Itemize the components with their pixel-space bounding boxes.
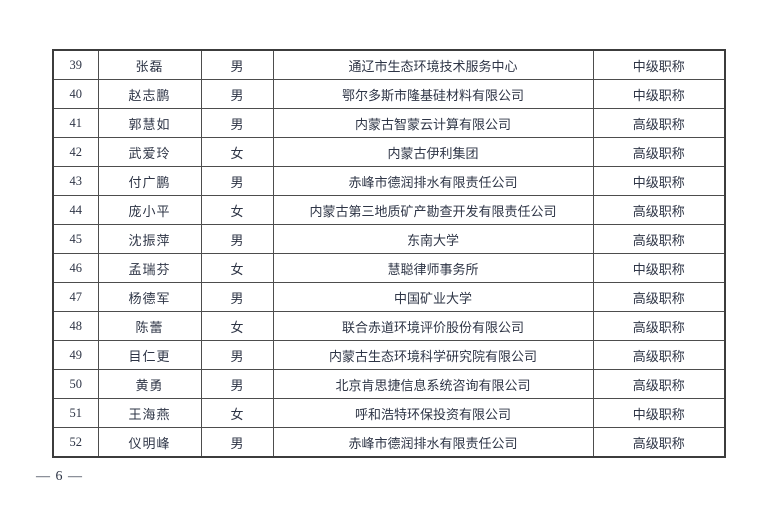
cell-title: 高级职称 bbox=[592, 427, 726, 458]
cell-no: 41 bbox=[52, 108, 99, 138]
cell-gender: 女 bbox=[200, 137, 274, 167]
cell-no: 42 bbox=[52, 137, 99, 167]
cell-name: 郭慧如 bbox=[97, 108, 202, 138]
cell-title: 高级职称 bbox=[592, 282, 726, 312]
table-row: 42 武爱玲女内蒙古伊利集团 高级职称 bbox=[52, 137, 726, 167]
cell-name: 武爱玲 bbox=[97, 137, 202, 167]
cell-gender: 男 bbox=[200, 427, 274, 458]
cell-gender: 男 bbox=[200, 340, 274, 370]
cell-no: 46 bbox=[52, 253, 99, 283]
cell-gender: 男 bbox=[200, 166, 274, 196]
cell-title: 高级职称 bbox=[592, 195, 726, 225]
personnel-table: 39 张磊男通辽市生态环境技术服务中心 中级职称 40 赵志鹏男鄂尔多斯市隆基硅材料有限… bbox=[52, 49, 726, 458]
cell-title: 高级职称 bbox=[592, 137, 726, 167]
table-row: 39 张磊男通辽市生态环境技术服务中心 中级职称 bbox=[52, 49, 726, 80]
cell-gender: 男 bbox=[200, 282, 274, 312]
cell-no: 50 bbox=[52, 369, 99, 399]
cell-name: 赵志鹏 bbox=[97, 79, 202, 109]
cell-no: 47 bbox=[52, 282, 99, 312]
page-number: — 6 — bbox=[36, 469, 83, 484]
table-row: 51 王海燕女呼和浩特环保投资有限公司 中级职称 bbox=[52, 398, 726, 428]
cell-organization: 内蒙古智蒙云计算有限公司 bbox=[272, 108, 594, 138]
cell-name: 黄勇 bbox=[97, 369, 202, 399]
cell-no: 39 bbox=[52, 49, 99, 80]
cell-name: 孟瑞芬 bbox=[97, 253, 202, 283]
cell-organization: 慧聪律师事务所 bbox=[272, 253, 594, 283]
table-row: 49 目仁更男内蒙古生态环境科学研究院有限公司 高级职称 bbox=[52, 340, 726, 370]
cell-gender: 女 bbox=[200, 311, 274, 341]
cell-organization: 赤峰市德润排水有限责任公司 bbox=[272, 166, 594, 196]
cell-organization: 通辽市生态环境技术服务中心 bbox=[272, 49, 594, 80]
cell-gender: 男 bbox=[200, 369, 274, 399]
cell-organization: 内蒙古第三地质矿产勘查开发有限责任公司 bbox=[272, 195, 594, 225]
cell-name: 目仁更 bbox=[97, 340, 202, 370]
cell-organization: 内蒙古伊利集团 bbox=[272, 137, 594, 167]
cell-gender: 男 bbox=[200, 108, 274, 138]
cell-name: 杨德军 bbox=[97, 282, 202, 312]
table-row: 44 庞小平女内蒙古第三地质矿产勘查开发有限责任公司 高级职称 bbox=[52, 195, 726, 225]
table-row: 46 孟瑞芬女慧聪律师事务所 中级职称 bbox=[52, 253, 726, 283]
table-row: 50 黄勇男北京肯思捷信息系统咨询有限公司 高级职称 bbox=[52, 369, 726, 399]
cell-gender: 男 bbox=[200, 79, 274, 109]
cell-title: 中级职称 bbox=[592, 79, 726, 109]
cell-organization: 中国矿业大学 bbox=[272, 282, 594, 312]
cell-title: 高级职称 bbox=[592, 108, 726, 138]
table-row: 41 郭慧如男内蒙古智蒙云计算有限公司 高级职称 bbox=[52, 108, 726, 138]
cell-organization: 鄂尔多斯市隆基硅材料有限公司 bbox=[272, 79, 594, 109]
cell-title: 高级职称 bbox=[592, 224, 726, 254]
table-row: 43 付广鹏男赤峰市德润排水有限责任公司 中级职称 bbox=[52, 166, 726, 196]
cell-gender: 男 bbox=[200, 224, 274, 254]
cell-title: 中级职称 bbox=[592, 49, 726, 80]
cell-gender: 女 bbox=[200, 195, 274, 225]
cell-name: 陈蕾 bbox=[97, 311, 202, 341]
cell-name: 沈振萍 bbox=[97, 224, 202, 254]
cell-title: 中级职称 bbox=[592, 253, 726, 283]
cell-organization: 北京肯思捷信息系统咨询有限公司 bbox=[272, 369, 594, 399]
cell-name: 王海燕 bbox=[97, 398, 202, 428]
cell-organization: 呼和浩特环保投资有限公司 bbox=[272, 398, 594, 428]
cell-no: 40 bbox=[52, 79, 99, 109]
cell-title: 高级职称 bbox=[592, 369, 726, 399]
cell-no: 52 bbox=[52, 427, 99, 458]
cell-no: 48 bbox=[52, 311, 99, 341]
cell-organization: 赤峰市德润排水有限责任公司 bbox=[272, 427, 594, 458]
cell-name: 庞小平 bbox=[97, 195, 202, 225]
table-body: 39 张磊男通辽市生态环境技术服务中心 中级职称 40 赵志鹏男鄂尔多斯市隆基硅材料有限… bbox=[52, 49, 726, 458]
table-row: 47 杨德军男中国矿业大学 高级职称 bbox=[52, 282, 726, 312]
cell-organization: 联合赤道环境评价股份有限公司 bbox=[272, 311, 594, 341]
cell-gender: 女 bbox=[200, 398, 274, 428]
table-row: 52 仪明峰男赤峰市德润排水有限责任公司 高级职称 bbox=[52, 427, 726, 458]
cell-title: 高级职称 bbox=[592, 311, 726, 341]
cell-title: 中级职称 bbox=[592, 398, 726, 428]
cell-name: 张磊 bbox=[97, 49, 202, 80]
cell-title: 中级职称 bbox=[592, 166, 726, 196]
cell-no: 44 bbox=[52, 195, 99, 225]
cell-no: 43 bbox=[52, 166, 99, 196]
cell-name: 付广鹏 bbox=[97, 166, 202, 196]
table-row: 40 赵志鹏男鄂尔多斯市隆基硅材料有限公司 中级职称 bbox=[52, 79, 726, 109]
cell-gender: 男 bbox=[200, 49, 274, 80]
cell-organization: 内蒙古生态环境科学研究院有限公司 bbox=[272, 340, 594, 370]
cell-no: 51 bbox=[52, 398, 99, 428]
cell-gender: 女 bbox=[200, 253, 274, 283]
cell-title: 高级职称 bbox=[592, 340, 726, 370]
table-row: 45 沈振萍男东南大学 高级职称 bbox=[52, 224, 726, 254]
cell-no: 45 bbox=[52, 224, 99, 254]
table-row: 48 陈蕾女联合赤道环境评价股份有限公司 高级职称 bbox=[52, 311, 726, 341]
cell-name: 仪明峰 bbox=[97, 427, 202, 458]
cell-no: 49 bbox=[52, 340, 99, 370]
cell-organization: 东南大学 bbox=[272, 224, 594, 254]
